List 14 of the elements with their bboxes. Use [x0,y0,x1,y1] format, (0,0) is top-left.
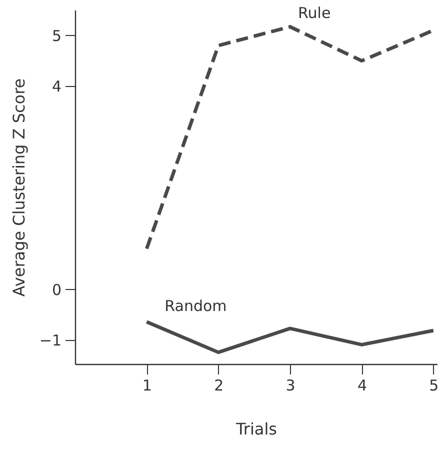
x-axis-title: Trials [234,420,278,438]
line-series [144,320,436,354]
x-tick-label: 4 [357,376,368,394]
y-tick-label: −1 [39,332,62,350]
series-label: Rule [298,4,331,22]
y-tick-label: 0 [52,280,62,299]
y-tick-label: 5 [52,26,62,45]
x-tick-label: 1 [142,376,152,394]
x-tick-label: 5 [429,376,439,394]
series-label: Random [164,296,227,315]
x-tick-label: 2 [214,376,224,394]
y-tick-label: 4 [52,78,62,96]
x-tick-label: 3 [286,376,296,394]
y-axis-title: Average Clustering Z Score [9,78,28,297]
